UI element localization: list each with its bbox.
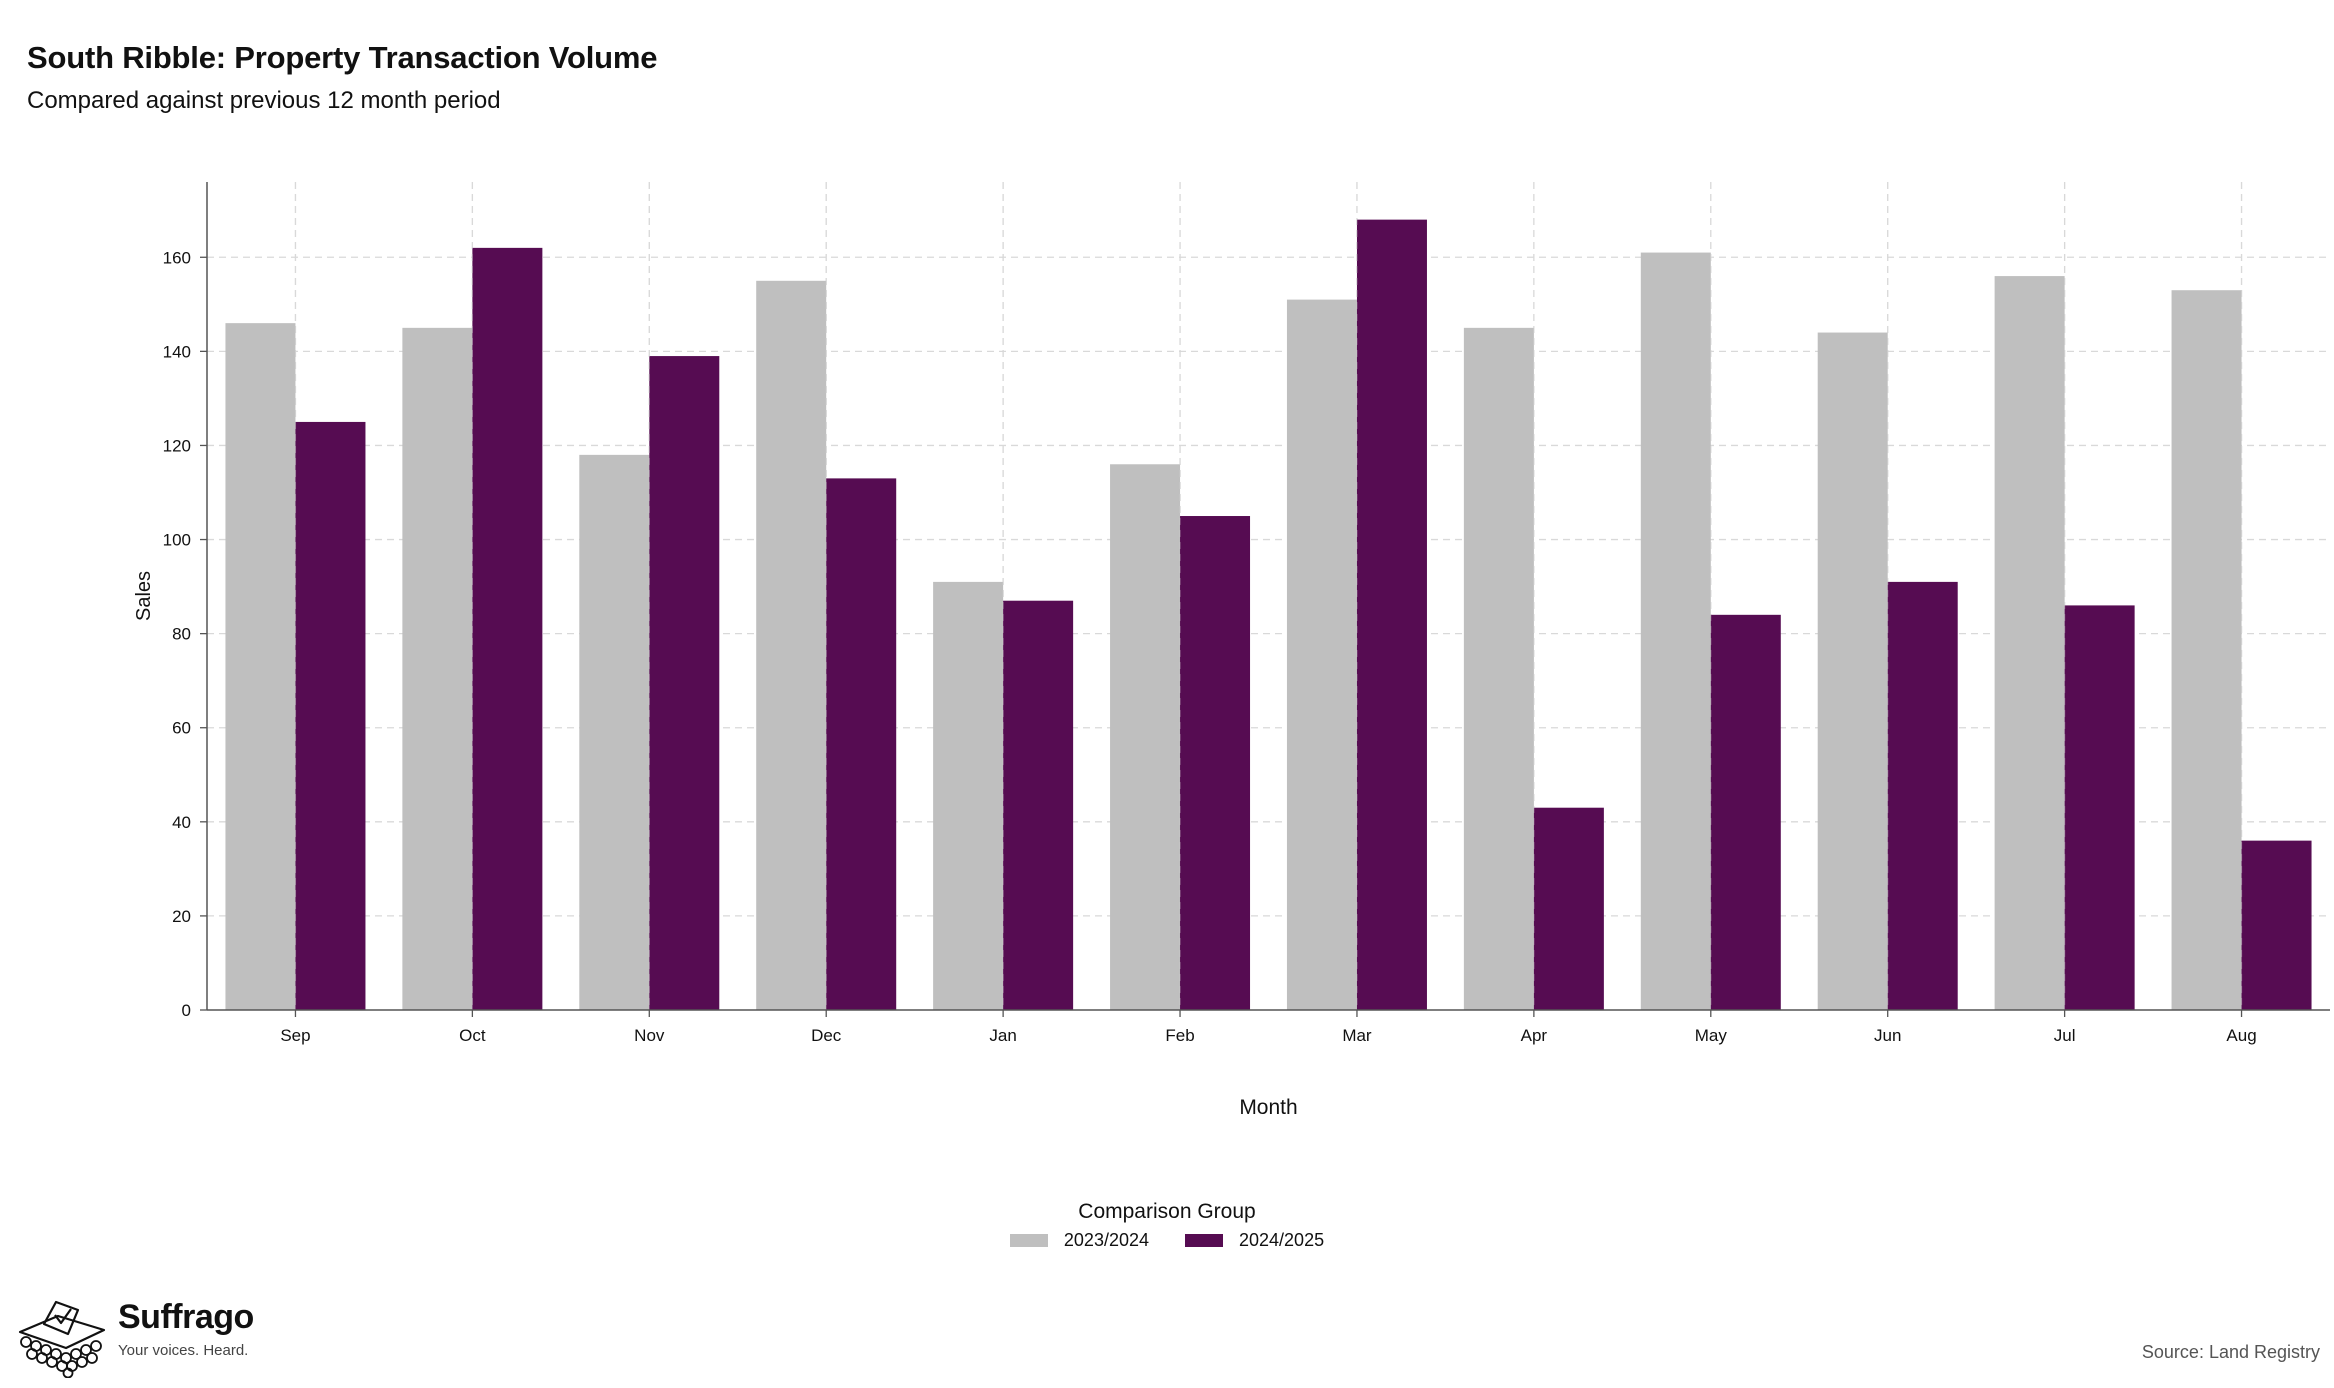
legend-label-2023-2024: 2023/2024 (1063, 1230, 1149, 1250)
bar-2024-2025-feb (1180, 516, 1251, 1010)
bar-2024-2025-jan (1003, 600, 1074, 1010)
legend-title: Comparison Group (1078, 1200, 1256, 1223)
suffrago-logo: Suffrago Your voices. Heard. (14, 1296, 254, 1383)
legend-item-2023-2024: 2023/2024 (1009, 1230, 1149, 1251)
x-tick-label: Dec (811, 1026, 842, 1045)
bar-chart: 0 20 40 60 80 100 120 140 160 Sep Oct Nov Dec Jan Feb M… (133, 182, 2330, 1119)
axes (200, 182, 2330, 1017)
bar-2023-2024-apr (1463, 327, 1534, 1010)
brand-name: Suffrago (118, 1298, 254, 1336)
x-tick-label: Feb (1165, 1026, 1194, 1045)
bar-2024-2025-dec (826, 478, 897, 1010)
x-tick-label: Nov (634, 1026, 665, 1045)
bar-2023-2024-sep (225, 323, 296, 1010)
axis-labels: 0 20 40 60 80 100 120 140 160 Sep Oct Nov Dec Jan Feb M… (133, 248, 2257, 1119)
bar-2023-2024-nov (579, 454, 650, 1010)
x-tick-label: Jan (989, 1026, 1016, 1045)
bar-2023-2024-dec (756, 280, 827, 1011)
x-tick-label: Jul (2054, 1026, 2076, 1045)
bar-2024-2025-sep (295, 421, 366, 1010)
brand-tagline: Your voices. Heard. (118, 1342, 249, 1359)
legend-swatch-2023-2024 (1009, 1234, 1048, 1247)
x-tick-label: Sep (280, 1026, 310, 1045)
y-tick-label: 80 (172, 625, 191, 644)
bar-2023-2024-may (1640, 252, 1711, 1010)
bar-2024-2025-jul (2064, 605, 2135, 1010)
y-tick-label: 20 (172, 907, 191, 926)
bar-2024-2025-mar (1356, 219, 1427, 1011)
ballot-box-icon (14, 1296, 110, 1383)
bar-2023-2024-jul (1994, 276, 2065, 1010)
y-tick-label: 140 (163, 342, 191, 361)
bar-2024-2025-jun (1887, 581, 1958, 1010)
bar-2024-2025-aug (2241, 840, 2312, 1010)
chart-subtitle: Compared against previous 12 month perio… (27, 87, 501, 114)
y-tick-label: 160 (163, 248, 191, 267)
y-tick-label: 40 (172, 813, 191, 832)
x-tick-label: Oct (459, 1026, 486, 1045)
bar-2024-2025-apr (1533, 807, 1604, 1010)
bar-2023-2024-aug (2171, 290, 2242, 1010)
x-tick-label: Mar (1342, 1026, 1372, 1045)
source-note: Source: Land Registry (2141, 1342, 2320, 1362)
bar-2023-2024-jun (1817, 332, 1888, 1011)
x-tick-label: May (1695, 1026, 1728, 1045)
legend-label-2024-2025: 2024/2025 (1239, 1230, 1325, 1250)
legend-item-2024-2025: 2024/2025 (1185, 1230, 1324, 1251)
bars (225, 182, 2312, 1011)
legend-swatch-2024-2025 (1185, 1234, 1223, 1247)
bar-2023-2024-mar (1286, 299, 1357, 1010)
y-tick-label: 60 (172, 719, 191, 738)
y-tick-label: 100 (163, 531, 191, 550)
legend: Comparison Group 2023/2024 2024/2025 (0, 1200, 2334, 1252)
y-tick-label: 120 (163, 436, 191, 455)
bar-2024-2025-oct (472, 247, 543, 1010)
x-tick-label: Apr (1521, 1026, 1548, 1045)
chart-title: South Ribble: Property Transaction Volum… (27, 40, 658, 75)
x-tick-label: Jun (1874, 1026, 1901, 1045)
bar-2023-2024-oct (402, 327, 473, 1010)
bar-2023-2024-jan (933, 581, 1004, 1010)
bar-2024-2025-nov (649, 356, 720, 1010)
bar-2023-2024-feb (1110, 464, 1181, 1011)
y-axis-title: Sales (133, 571, 155, 621)
x-axis-title: Month (1239, 1096, 1297, 1119)
bar-2024-2025-may (1710, 614, 1781, 1010)
y-tick-label: 0 (182, 1001, 191, 1020)
x-tick-label: Aug (2226, 1026, 2256, 1045)
